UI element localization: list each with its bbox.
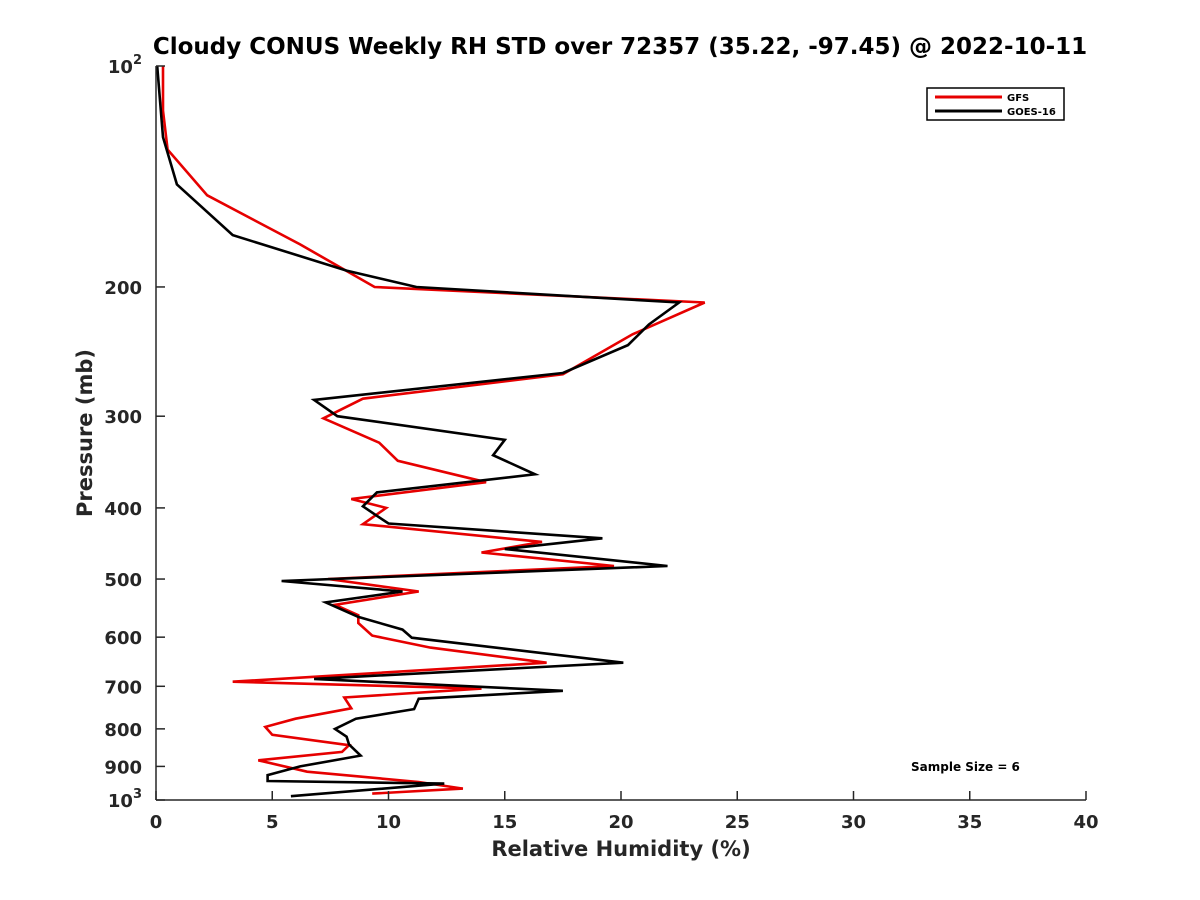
legend-label-gfs: GFS (1007, 93, 1029, 104)
series-line-goes16 (155, 65, 683, 798)
y-axis-ticks: 102 200 300 400 500 600 700 800 900 103 (104, 53, 165, 812)
y-tick-label: 600 (104, 628, 142, 649)
chart-title: Cloudy CONUS Weekly RH STD over 72357 (3… (153, 34, 1087, 60)
x-tick-label: 25 (725, 812, 750, 833)
x-tick-label: 30 (841, 812, 866, 833)
series-layer (155, 65, 706, 798)
x-tick-label: 15 (492, 812, 517, 833)
sample-size-annotation: Sample Size = 6 (911, 760, 1020, 774)
y-tick-label: 300 (104, 407, 142, 428)
y-tick-label: 103 (108, 787, 142, 812)
legend-box (926, 87, 1065, 121)
x-tick-label: 5 (266, 812, 279, 833)
x-tick-label: 40 (1073, 812, 1098, 833)
y-tick-label: 800 (104, 720, 142, 741)
x-axis-ticks: 0 5 10 15 20 25 30 35 40 (150, 791, 1099, 833)
x-tick-label: 10 (376, 812, 401, 833)
x-tick-label: 0 (150, 812, 163, 833)
legend-label-goes16: GOES-16 (1007, 107, 1056, 118)
x-tick-label: 35 (957, 812, 982, 833)
y-tick-label: 400 (104, 499, 142, 520)
y-tick-label: 200 (104, 278, 142, 299)
y-tick-label: 900 (104, 757, 142, 778)
y-tick-label: 102 (108, 53, 142, 78)
y-axis-title: Pressure (mb) (73, 349, 97, 517)
x-axis-title: Relative Humidity (%) (491, 837, 750, 861)
y-tick-label: 500 (104, 570, 142, 591)
x-tick-label: 20 (608, 812, 633, 833)
y-tick-label: 700 (104, 677, 142, 698)
legend: GFS GOES-16 (926, 87, 1065, 121)
